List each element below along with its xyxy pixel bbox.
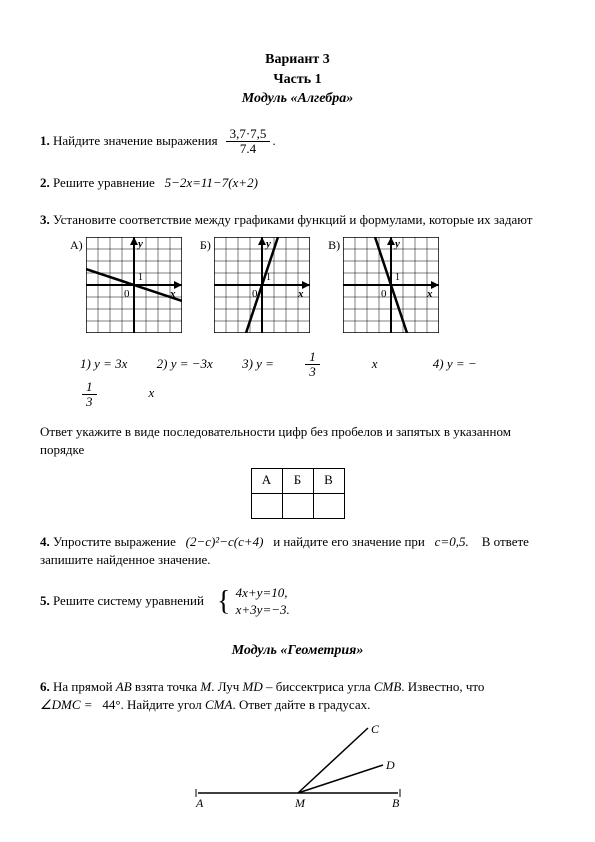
svg-text:B: B (392, 796, 400, 810)
svg-text:A: A (195, 796, 204, 810)
svg-text:C: C (371, 723, 380, 736)
graph-b-svg: y x 0 1 (214, 237, 310, 333)
module2-header: Модуль «Геометрия» (40, 641, 555, 661)
module-title: Модуль «Алгебра» (40, 89, 555, 109)
task-number: 4. (40, 534, 50, 549)
part-title: Часть 1 (40, 70, 555, 90)
task-3: 3. Установите соответствие между графика… (40, 211, 555, 519)
answer-note: Ответ укажите в виде последовательности … (40, 423, 555, 459)
task-number: 3. (40, 212, 50, 227)
system-equations: 4x+y=10, x+3y=−3. (236, 585, 290, 619)
formula: 5−2x=11−7(x+2) (165, 175, 258, 190)
task-4: 4. Упростите выражение (2−c)²−c(c+4) и н… (40, 533, 555, 569)
abv-table: АБВ (251, 468, 345, 519)
task-text: Решите уравнение (53, 175, 155, 190)
svg-text:x: x (297, 288, 304, 300)
graph-c: В) y x 0 1 (328, 237, 439, 338)
svg-text:1: 1 (138, 272, 143, 283)
task-number: 1. (40, 133, 50, 148)
task-number: 2. (40, 175, 50, 190)
task-2: 2. Решите уравнение 5−2x=11−7(x+2) (40, 174, 555, 192)
task-text: Найдите значение выражения (53, 133, 218, 148)
graphs-row: А) y x 0 1 Б) (70, 237, 555, 338)
svg-text:y: y (393, 238, 400, 250)
svg-text:0: 0 (252, 288, 258, 300)
task-text: Установите соответствие между графиками … (53, 212, 532, 227)
fraction: 3,7·7,5 7.4 (226, 127, 271, 157)
svg-text:D: D (385, 758, 395, 772)
graph-a: А) y x 0 1 (70, 237, 182, 338)
task-number: 6. (40, 679, 50, 694)
task-5: 5. Решите систему уравнений { 4x+y=10, x… (40, 585, 555, 619)
variant-title: Вариант 3 (40, 50, 555, 70)
svg-text:y: y (136, 238, 143, 250)
document-header: Вариант 3 Часть 1 Модуль «Алгебра» (40, 50, 555, 109)
task-6: 6. На прямой AB взята точка M. Луч MD – … (40, 678, 555, 812)
svg-text:y: y (264, 238, 271, 250)
svg-text:0: 0 (124, 288, 130, 300)
graph-a-svg: y x 0 1 (86, 237, 182, 333)
svg-text:x: x (426, 288, 433, 300)
svg-text:1: 1 (395, 272, 400, 283)
task-1: 1. Найдите значение выражения 3,7·7,5 7.… (40, 127, 555, 157)
svg-text:M: M (294, 796, 306, 810)
task-number: 5. (40, 593, 50, 608)
graph-c-svg: y x 0 1 (343, 237, 439, 333)
system-brace: { (217, 591, 230, 613)
graph-b: Б) y x 0 1 (200, 237, 310, 338)
svg-text:0: 0 (381, 288, 387, 300)
svg-text:x: x (169, 288, 176, 300)
svg-text:1: 1 (266, 272, 271, 283)
geometry-diagram: A M B C D (178, 723, 418, 813)
answer-options: 1) y = 3x 2) y = −3x 3) y = 13x 4) y = −… (80, 350, 555, 409)
